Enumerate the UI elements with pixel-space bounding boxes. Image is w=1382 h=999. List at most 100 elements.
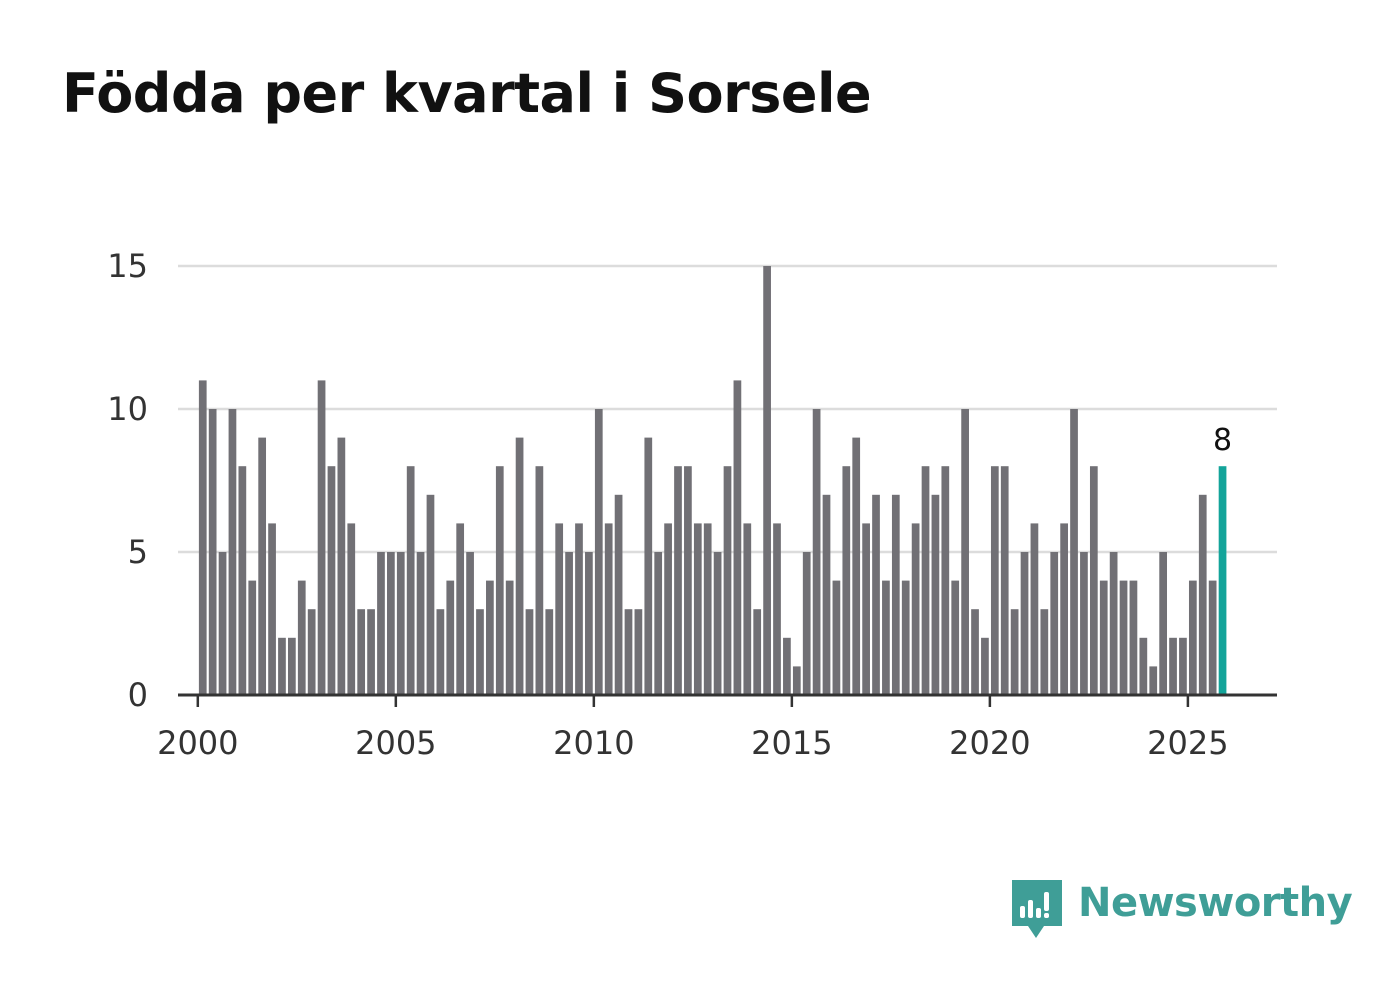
bar-2018-q1	[911, 523, 920, 695]
bar-2024-q2	[1159, 552, 1168, 695]
axes	[178, 693, 1277, 707]
x-tick-label-2005: 2005	[355, 724, 436, 762]
bar-2016-q4	[862, 523, 870, 695]
x-tick-label-2020: 2020	[949, 724, 1030, 762]
bar-2000-q3	[218, 552, 227, 695]
bar-2014-q4	[783, 637, 791, 695]
bar-2021-q4	[1060, 523, 1068, 695]
bar-2000-q2	[208, 409, 217, 695]
bar-2003-q4	[347, 523, 356, 695]
bar-2005-q3	[416, 552, 425, 695]
bar-2020-q4	[1020, 552, 1029, 695]
bar-2003-q1	[317, 380, 326, 695]
bar-2017-q2	[882, 580, 890, 695]
bar-2016-q3	[852, 437, 861, 695]
y-tick-label-0: 0	[128, 676, 148, 714]
bar-2019-q4	[981, 637, 989, 695]
bar-2019-q2	[961, 409, 969, 695]
bar-2015-q1	[792, 666, 801, 695]
bar-2022-q1	[1070, 409, 1078, 695]
bar-2013-q2	[723, 466, 732, 695]
x-tick-label-2000: 2000	[157, 724, 238, 762]
bar-2025-q1	[1188, 580, 1197, 695]
bar-2018-q2	[921, 466, 930, 695]
bar-2024-q1	[1149, 666, 1158, 695]
bar-2009-q1	[555, 523, 564, 695]
bar-2017-q3	[891, 494, 900, 695]
bar-2011-q4	[664, 523, 672, 695]
bar-2022-q4	[1099, 580, 1108, 695]
bar-2014-q1	[753, 609, 762, 695]
bar-2013-q4	[743, 523, 752, 695]
y-tick-label-15: 15	[107, 247, 148, 285]
bar-2004-q1	[357, 609, 366, 695]
bar-2017-q1	[872, 494, 880, 695]
bar-2009-q2	[565, 552, 573, 695]
bar-2023-q4	[1139, 637, 1148, 695]
bar-2023-q3	[1129, 580, 1138, 695]
bar-2002-q1	[278, 637, 286, 695]
bar-2002-q3	[297, 580, 306, 695]
x-tick-label-2015: 2015	[751, 724, 832, 762]
bar-2015-q2	[802, 552, 811, 695]
bar-2019-q1	[951, 580, 960, 695]
bar-2006-q1	[436, 609, 445, 695]
bar-2024-q4	[1179, 637, 1187, 695]
bar-2014-q3	[773, 523, 781, 695]
bar-2010-q3	[614, 494, 623, 695]
bar-2015-q3	[812, 409, 821, 695]
bar-2023-q1	[1109, 552, 1118, 695]
bar-2012-q2	[684, 466, 692, 695]
bar-2004-q3	[377, 552, 385, 695]
bar-2021-q3	[1050, 552, 1059, 695]
newsworthy-logo-icon	[1012, 880, 1062, 938]
bar-2020-q2	[1000, 466, 1009, 695]
y-tick-label-10: 10	[107, 390, 148, 428]
bar-2000-q4	[228, 409, 237, 695]
bar-2022-q3	[1089, 466, 1098, 695]
x-tick-label-2025: 2025	[1147, 724, 1228, 762]
bar-2007-q4	[505, 580, 514, 695]
bar-2012-q4	[703, 523, 712, 695]
bar-2016-q1	[832, 580, 841, 695]
bar-2025-q2	[1198, 494, 1207, 695]
chart-title: Födda per kvartal i Sorsele	[62, 62, 872, 125]
bar-2021-q2	[1040, 609, 1049, 695]
bars	[198, 266, 1227, 695]
bar-2003-q2	[327, 466, 336, 695]
bar-2008-q3	[535, 466, 544, 695]
bar-2000-q1	[198, 380, 207, 695]
bar-2001-q1	[238, 466, 247, 695]
bar-2011-q3	[654, 552, 663, 695]
bar-2005-q4	[426, 494, 435, 695]
bar-2004-q2	[367, 609, 375, 695]
bar-2021-q1	[1030, 523, 1039, 695]
bar-2003-q3	[337, 437, 346, 695]
bar-2009-q3	[575, 523, 583, 695]
bar-2014-q2	[763, 266, 771, 695]
bar-2010-q4	[624, 609, 633, 695]
bar-2010-q1	[594, 409, 603, 695]
bar-2022-q2	[1080, 552, 1088, 695]
bar-2017-q4	[901, 580, 910, 695]
bar-2004-q4	[387, 552, 395, 695]
bar-2006-q4	[466, 552, 474, 695]
bar-2013-q3	[733, 380, 742, 695]
bar-2010-q2	[604, 523, 613, 695]
bar-2024-q3	[1169, 637, 1177, 695]
bar-2008-q4	[545, 609, 554, 695]
bar-2008-q1	[515, 437, 524, 695]
bar-2005-q2	[406, 466, 415, 695]
bar-2013-q1	[713, 552, 722, 695]
bar-2015-q4	[822, 494, 831, 695]
y-tick-label-5: 5	[128, 533, 148, 571]
newsworthy-logo: Newsworthy	[1012, 880, 1353, 940]
bar-2020-q1	[990, 466, 999, 695]
bar-2025-q4	[1218, 466, 1227, 695]
bar-2025-q3	[1208, 580, 1217, 695]
bar-2001-q3	[258, 437, 267, 695]
bar-2002-q2	[287, 637, 296, 695]
newsworthy-logo-text: Newsworthy	[1078, 880, 1353, 926]
bar-2001-q4	[268, 523, 276, 695]
